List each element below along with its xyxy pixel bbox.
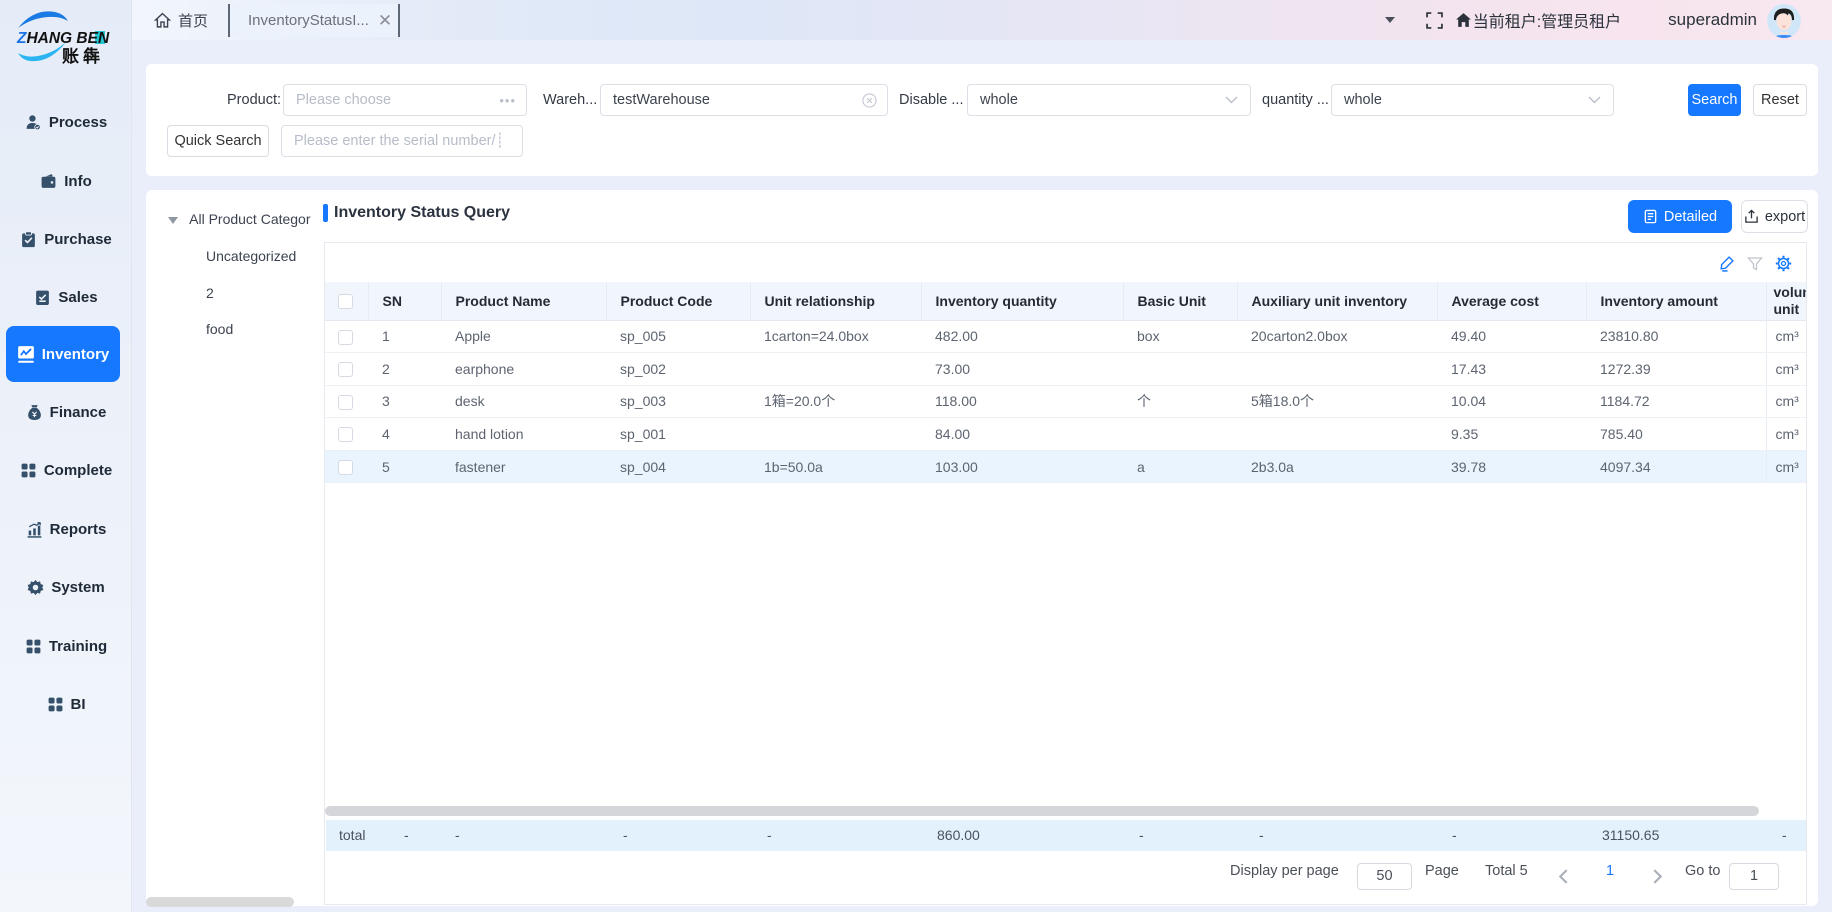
svg-text:账犇: 账犇 <box>62 46 104 66</box>
svg-text:ZHANG BEN: ZHANG BEN <box>16 30 110 47</box>
